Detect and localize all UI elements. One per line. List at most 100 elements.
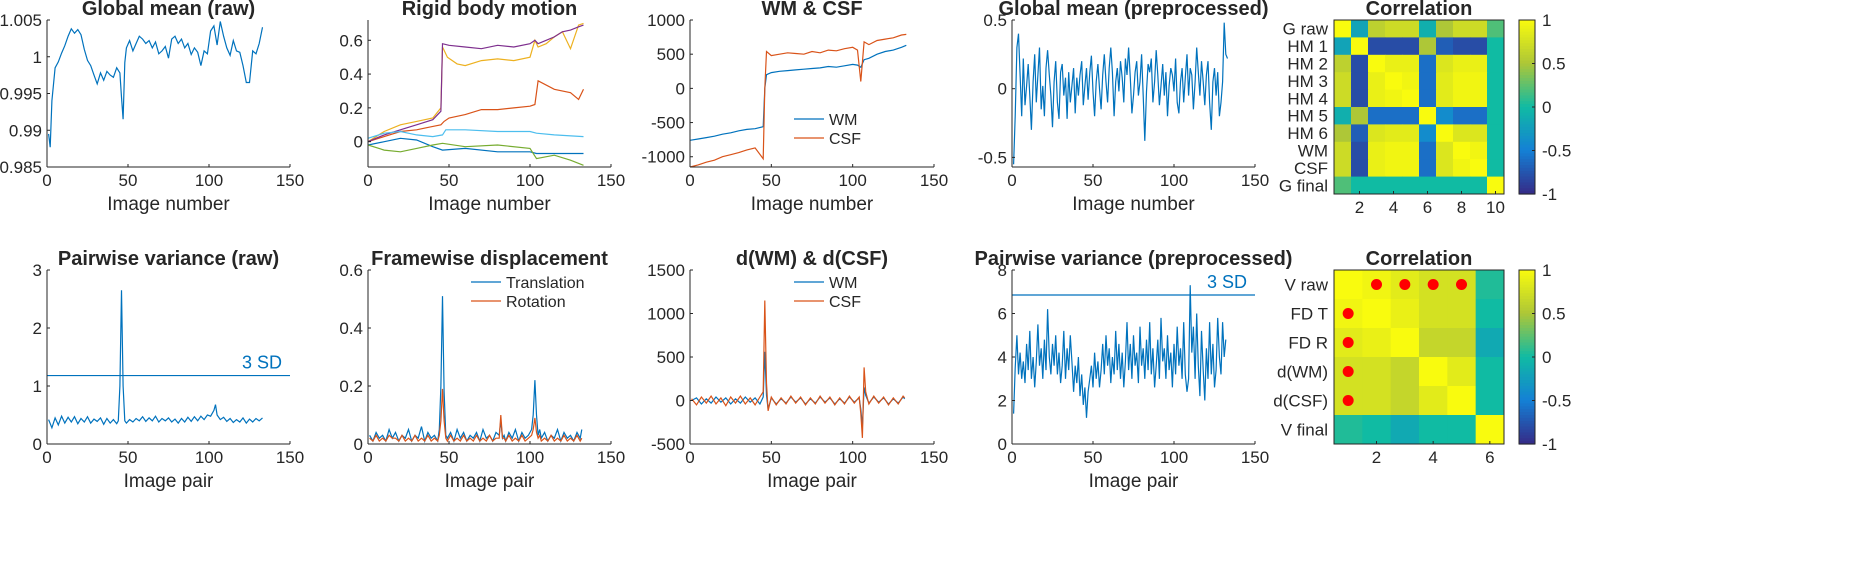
- x-tick-label: 2: [1372, 448, 1381, 467]
- y-tick-label: 1: [33, 377, 42, 396]
- x-tick-label: 6: [1423, 198, 1432, 217]
- significance-marker: [1371, 279, 1382, 290]
- colorbar-swatch: [1519, 185, 1535, 189]
- heat-cell: [1362, 386, 1392, 416]
- x-tick-label: 10: [1486, 198, 1505, 217]
- heat-cell: [1385, 159, 1403, 178]
- colorbar-swatch: [1519, 162, 1535, 166]
- heat-cell: [1436, 54, 1454, 73]
- heat-cell: [1453, 54, 1471, 73]
- colorbar-swatch: [1519, 107, 1535, 111]
- colorbar-swatch: [1519, 354, 1535, 358]
- heat-cell: [1447, 386, 1477, 416]
- x-tick-label: 150: [920, 171, 948, 190]
- row-label: CSF: [1294, 159, 1328, 178]
- y-tick-label: 1: [33, 48, 42, 67]
- heat-cell: [1419, 328, 1448, 358]
- heat-cell: [1368, 37, 1386, 56]
- x-tick-label: 150: [276, 171, 304, 190]
- heat-cell: [1368, 20, 1386, 38]
- x-tick-label: 0: [363, 448, 372, 467]
- series-line-4: [368, 24, 584, 143]
- x-tick-label: 50: [119, 171, 138, 190]
- chart-pv_raw: Pairwise variance (raw) 3 SD 0 50 100 150 0 1 2 3…: [33, 248, 305, 492]
- heat-cell: [1402, 124, 1420, 143]
- row-label: HM 3: [1287, 72, 1328, 91]
- colorbar-swatch: [1519, 144, 1535, 149]
- y-tick-label: 6: [998, 305, 1007, 324]
- heat-cell: [1419, 37, 1437, 56]
- row-label: HM 2: [1287, 55, 1328, 74]
- colorbar-tick-label: -1: [1542, 435, 1557, 454]
- colorbar-swatch: [1519, 165, 1535, 169]
- x-axis-label: Image pair: [124, 471, 214, 492]
- legend-label: WM: [829, 112, 857, 129]
- colorbar-swatch: [1519, 412, 1535, 416]
- colorbar-swatch: [1519, 357, 1535, 361]
- x-tick-label: 8: [1457, 198, 1466, 217]
- heat-cell: [1436, 141, 1454, 160]
- chart-title: Pairwise variance (raw): [58, 248, 279, 270]
- colorbar-swatch: [1519, 296, 1535, 300]
- heat-cell: [1453, 89, 1471, 108]
- heat-cell: [1351, 176, 1369, 195]
- colorbar-swatch: [1519, 147, 1535, 152]
- heat-cell: [1362, 357, 1392, 387]
- x-tick-label: 0: [42, 171, 51, 190]
- heat-cell: [1385, 54, 1403, 73]
- heat-cell: [1447, 357, 1477, 387]
- heat-cell: [1402, 107, 1420, 125]
- y-tick-label: 3: [33, 261, 42, 280]
- chart-title: Correlation: [1366, 248, 1473, 270]
- heat-cell: [1385, 176, 1403, 195]
- heat-cell: [1368, 107, 1386, 125]
- series-line-1: [1013, 22, 1229, 165]
- x-tick-label: 4: [1389, 198, 1398, 217]
- x-tick-label: 50: [1084, 448, 1103, 467]
- heat-cell: [1351, 141, 1369, 160]
- colorbar-swatch: [1519, 310, 1535, 315]
- colorbar-swatch: [1519, 278, 1535, 283]
- heat-cell: [1436, 124, 1454, 143]
- heat-cell: [1475, 299, 1505, 329]
- x-axis-label: Image pair: [767, 471, 857, 492]
- colorbar-swatch: [1519, 368, 1535, 373]
- x-axis-label: Image number: [107, 194, 230, 215]
- row-label: V final: [1281, 421, 1328, 440]
- heat-cell: [1402, 141, 1420, 160]
- heat-cell: [1334, 141, 1352, 160]
- heat-cell: [1402, 89, 1420, 108]
- heat-cell: [1368, 159, 1386, 178]
- colorbar-swatch: [1519, 156, 1535, 160]
- heatmap-frame: [1333, 269, 1505, 445]
- colorbar-swatch: [1519, 179, 1535, 183]
- y-tick-label: 4: [998, 348, 1007, 367]
- colorbar-swatch: [1519, 319, 1535, 323]
- chart-title: Framewise displacement: [371, 248, 608, 270]
- y-tick-label: 0.4: [339, 65, 363, 84]
- colorbar-swatch: [1519, 25, 1535, 30]
- colorbar-swatch: [1519, 182, 1535, 186]
- heat-cell: [1385, 72, 1403, 91]
- colorbar-swatch: [1519, 115, 1535, 120]
- heat-cell: [1402, 37, 1420, 56]
- colorbar-swatch: [1519, 98, 1535, 102]
- x-tick-label: 100: [1160, 171, 1188, 190]
- colorbar-tick-label: -0.5: [1542, 142, 1571, 161]
- y-tick-label: 0: [676, 392, 685, 411]
- significance-marker: [1342, 337, 1354, 348]
- heat-cell: [1436, 37, 1454, 56]
- heat-cell: [1487, 20, 1505, 38]
- x-tick-label: 0: [685, 171, 694, 190]
- chart-title: WM & CSF: [761, 0, 862, 20]
- y-tick-label: 500: [657, 45, 685, 64]
- chart-title: d(WM) & d(CSF): [736, 248, 888, 270]
- colorbar-swatch: [1519, 406, 1535, 410]
- colorbar-swatch: [1519, 104, 1535, 108]
- colorbar-swatch: [1519, 54, 1535, 59]
- heat-cell: [1362, 299, 1392, 329]
- colorbar-swatch: [1519, 322, 1535, 326]
- y-tick-label: 0: [676, 79, 685, 98]
- colorbar-swatch: [1519, 66, 1535, 70]
- heat-cell: [1436, 72, 1454, 91]
